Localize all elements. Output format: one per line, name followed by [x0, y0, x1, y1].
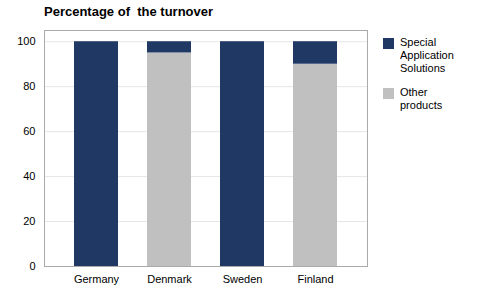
html-text:Special Application Solutions: Special Application Solutions [400, 36, 454, 75]
html-text:Percentage of the turnover: Percentage of the turnover [44, 4, 213, 19]
svg-text:Sweden: Sweden [223, 273, 263, 285]
svg-text:Denmark: Denmark [147, 273, 192, 285]
svg-text:Finland: Finland [297, 273, 333, 285]
svg-text:0: 0 [29, 260, 35, 272]
svg-text:40: 40 [23, 170, 35, 182]
svg-text:80: 80 [23, 80, 35, 92]
html-text:Other products: Other products [400, 85, 443, 111]
svg-text:Germany: Germany [74, 273, 120, 285]
svg-text:60: 60 [23, 125, 35, 137]
svg-text:100: 100 [17, 35, 35, 47]
svg-text:20: 20 [23, 215, 35, 227]
